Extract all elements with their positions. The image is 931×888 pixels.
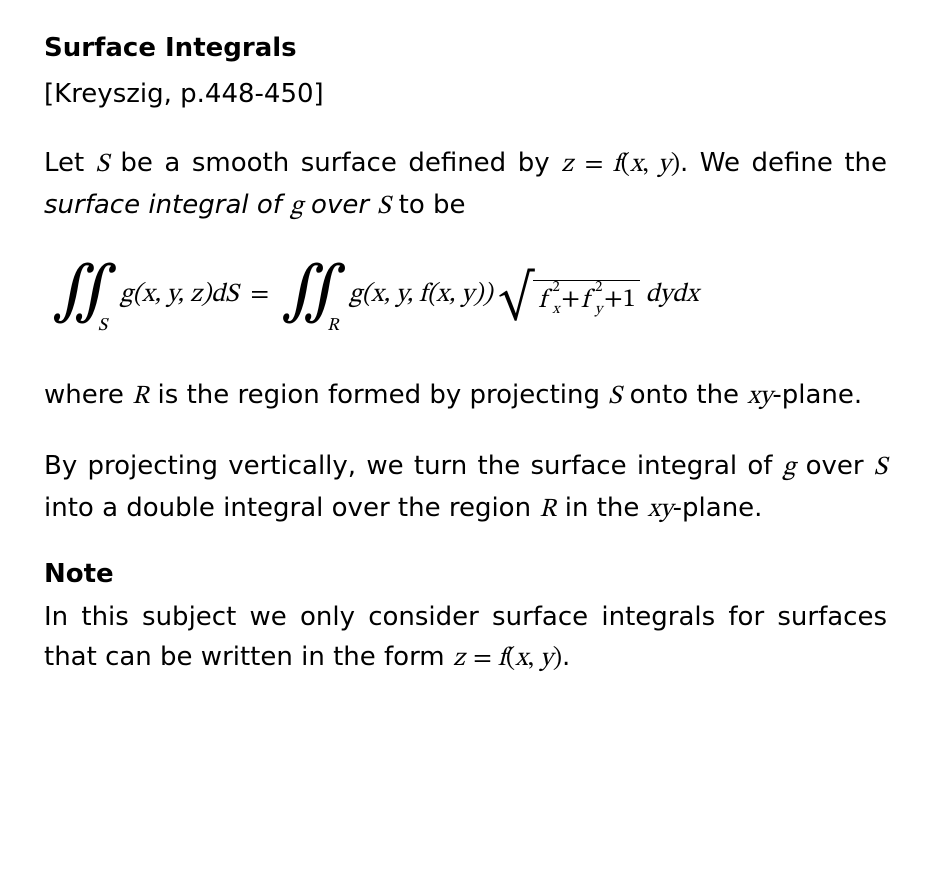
p2-text-c: onto the <box>621 380 747 410</box>
math-eq: = <box>585 152 613 178</box>
math-S: S <box>874 455 887 481</box>
p1-text-d: to be <box>390 190 465 220</box>
math-f: f <box>538 288 546 314</box>
math-g-emph: g <box>290 194 303 220</box>
math-open: ( <box>506 646 515 672</box>
p1-emph-a: surface integral of <box>44 190 290 220</box>
paragraph-3: By projecting vertically, we turn the su… <box>44 446 887 531</box>
plus-2: + <box>604 286 623 315</box>
p1-text-b: be a smooth surface defined by <box>109 148 561 178</box>
math-S: S <box>608 384 621 410</box>
equation-block: ∫ ∫ S g(x, y, z)dS = ∫ ∫ R g(x, y, f(x, … <box>52 261 887 341</box>
p1-text-a: Let <box>44 148 96 178</box>
integral-sign-icon: ∫ <box>303 261 347 325</box>
math-R: R <box>539 497 556 523</box>
equation-row: ∫ ∫ S g(x, y, z)dS = ∫ ∫ R g(x, y, f(x, … <box>52 261 699 329</box>
p3-text-b: over <box>795 451 874 481</box>
p2-text-d: -plane. <box>772 380 862 410</box>
paragraph-1: Let S be a smooth surface defined by z =… <box>44 143 887 228</box>
math-close: ) <box>671 152 680 178</box>
p2-text-b: is the region formed by projecting <box>149 380 608 410</box>
math-two: 2 <box>552 280 559 297</box>
section-title: Surface Integrals <box>44 28 887 68</box>
math-f: f <box>498 646 506 672</box>
math-xy: xy <box>648 497 673 523</box>
math-close: ) <box>553 646 562 672</box>
math-z: z <box>561 152 573 178</box>
reference-line: [Kreyszig, p.448-450] <box>44 74 887 114</box>
sqrt-group: √ f 2 x + f 2 y + 1 <box>498 273 639 317</box>
math-f: f <box>581 288 589 314</box>
p1-emph-b: over <box>303 190 378 220</box>
p2-text-a: where <box>44 380 132 410</box>
integral-subscript-R: R <box>327 313 339 341</box>
math-x: x <box>515 646 527 672</box>
integral-sign-icon: ∫ <box>74 261 118 325</box>
math-S-emph: S <box>377 194 390 220</box>
math-g: g <box>783 455 796 481</box>
eq-tail: dydx <box>646 275 699 315</box>
paragraph-4: In this subject we only consider surface… <box>44 597 887 680</box>
plus-1: + <box>561 286 580 315</box>
eq-rhs-body-1: g(x, y, f(x, y)) <box>349 275 492 315</box>
p4-text-b: . <box>562 642 570 672</box>
math-y: y <box>540 646 553 672</box>
math-comma: , <box>528 646 540 672</box>
p3-text-c: into a double integral over the region <box>44 493 539 523</box>
math-eq: = <box>473 646 498 672</box>
eq-lhs-body: g(x, y, z)dS <box>120 275 238 315</box>
fx-squared: f 2 x <box>538 285 560 316</box>
math-comma: , <box>642 152 658 178</box>
double-integral-right: ∫ ∫ R <box>281 261 343 329</box>
double-integral-left: ∫ ∫ S <box>52 261 114 329</box>
p3-text-d: in the <box>556 493 647 523</box>
p3-text-e: -plane. <box>673 493 763 523</box>
math-z: z <box>453 646 465 672</box>
math-f: f <box>613 152 621 178</box>
math-xy: xy <box>747 384 772 410</box>
paragraph-2: where R is the region formed by projecti… <box>44 375 887 417</box>
math-y: y <box>658 152 671 178</box>
fy-squared: f 2 y <box>581 285 603 316</box>
sqrt-body: f 2 x + f 2 y + 1 <box>533 280 639 317</box>
math-open: ( <box>621 152 630 178</box>
math-two: 2 <box>595 280 602 297</box>
math-y-sub: y <box>595 302 602 319</box>
sqrt-icon: √ <box>498 276 533 320</box>
math-x-sub: x <box>552 302 559 319</box>
note-title: Note <box>44 554 887 594</box>
math-R: R <box>132 384 149 410</box>
math-S: S <box>96 152 109 178</box>
p1-text-c: . We define the <box>680 148 887 178</box>
one: 1 <box>623 286 636 315</box>
p3-text-a: By projecting vertically, we turn the su… <box>44 451 783 481</box>
integral-subscript-S: S <box>98 313 107 341</box>
p4-text-a: In this subject we only consider surface… <box>44 602 887 672</box>
eq-equals: = <box>244 275 275 315</box>
math-x: x <box>630 152 642 178</box>
